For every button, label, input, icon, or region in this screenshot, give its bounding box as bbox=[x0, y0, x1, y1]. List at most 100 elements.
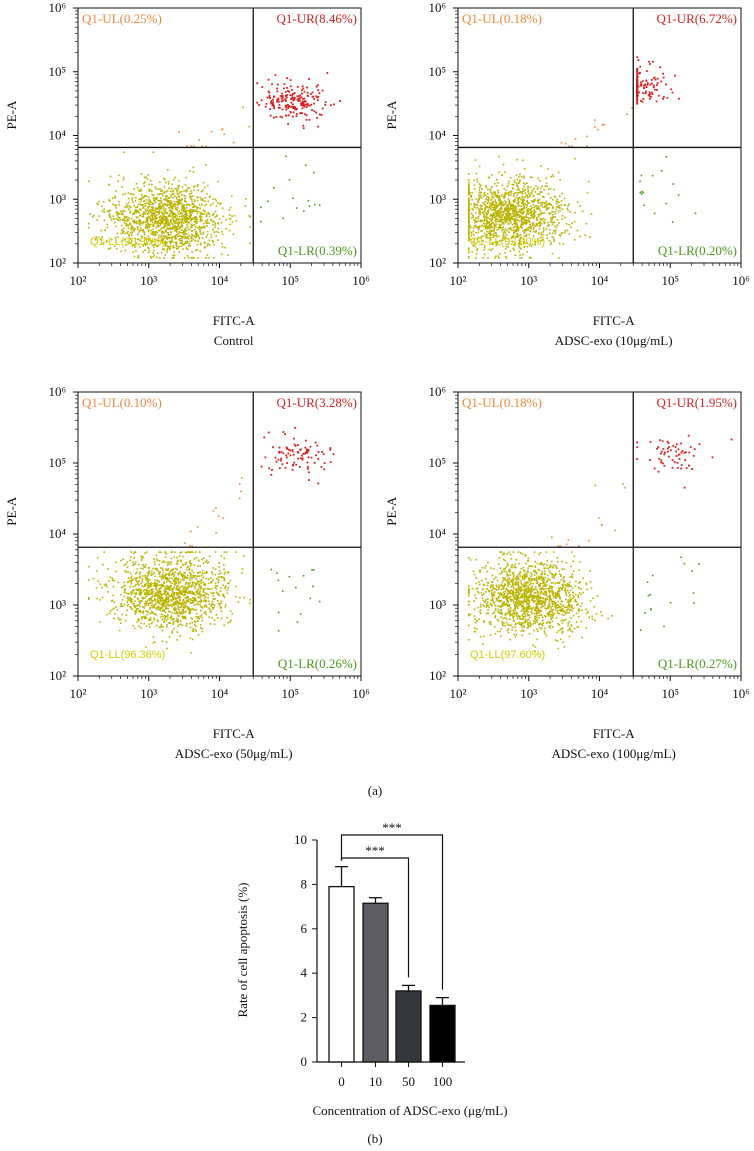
ll-event bbox=[176, 592, 179, 595]
ll-event bbox=[201, 578, 203, 581]
ll-event bbox=[491, 203, 493, 205]
ll-event bbox=[203, 226, 206, 229]
x-axis-title: FITC-A bbox=[593, 313, 636, 328]
ur-event bbox=[292, 93, 294, 95]
ll-event bbox=[469, 209, 471, 211]
ll-event bbox=[480, 197, 483, 199]
ll-event bbox=[210, 218, 213, 221]
ll-event bbox=[227, 571, 230, 573]
ul-event bbox=[190, 145, 192, 147]
ll-event bbox=[160, 211, 163, 214]
ll-event bbox=[148, 183, 151, 186]
ll-event bbox=[503, 194, 506, 196]
ll-event bbox=[136, 582, 139, 585]
ll-event bbox=[480, 230, 482, 233]
ll-event bbox=[202, 199, 204, 202]
ll-event bbox=[525, 228, 528, 230]
ll-event bbox=[177, 223, 180, 226]
ll-event bbox=[210, 233, 212, 236]
ll-event bbox=[122, 558, 124, 560]
ur-event bbox=[656, 82, 659, 84]
ll-event bbox=[208, 578, 210, 581]
ll-event bbox=[191, 203, 193, 205]
ll-event bbox=[161, 640, 164, 642]
ll-event bbox=[168, 610, 170, 613]
ll-event bbox=[515, 206, 517, 209]
ll-event bbox=[516, 182, 518, 185]
ll-event bbox=[177, 580, 180, 583]
ll-event bbox=[146, 220, 149, 222]
ll-event bbox=[184, 219, 186, 222]
ll-event bbox=[161, 607, 163, 609]
ll-event bbox=[137, 189, 140, 192]
ll-event bbox=[106, 585, 108, 588]
ll-event bbox=[544, 206, 546, 208]
ll-event bbox=[147, 604, 150, 607]
ll-event bbox=[214, 224, 217, 226]
ll-event bbox=[504, 208, 507, 211]
ll-event bbox=[164, 235, 166, 237]
ll-event bbox=[184, 235, 187, 238]
ur-event bbox=[649, 97, 651, 100]
ll-event bbox=[216, 616, 219, 619]
ll-event bbox=[498, 196, 500, 199]
ll-event bbox=[156, 210, 158, 213]
ll-event bbox=[200, 627, 202, 629]
ll-event bbox=[159, 207, 161, 209]
ur-event bbox=[316, 96, 319, 99]
ll-event bbox=[543, 201, 545, 204]
ll-event bbox=[129, 572, 132, 575]
ll-event bbox=[176, 586, 178, 589]
ll-event bbox=[181, 593, 183, 596]
ll-event bbox=[183, 190, 185, 192]
ll-event bbox=[498, 253, 501, 255]
ll-event bbox=[480, 191, 483, 194]
ur-event bbox=[275, 460, 278, 463]
ll-event bbox=[167, 585, 169, 588]
ll-event bbox=[229, 621, 231, 623]
ur-event bbox=[317, 482, 320, 485]
ll-event bbox=[177, 588, 179, 591]
ll-event bbox=[493, 227, 496, 230]
ll-event bbox=[145, 209, 148, 212]
ll-event bbox=[533, 200, 536, 203]
ll-event bbox=[504, 251, 506, 254]
lr-event bbox=[311, 569, 313, 571]
x-tick-label: 10⁶ bbox=[732, 273, 750, 288]
ll-event bbox=[519, 210, 521, 213]
ll-event bbox=[548, 207, 550, 209]
ll-event bbox=[532, 215, 534, 218]
ll-event bbox=[137, 618, 140, 620]
ll-event bbox=[177, 235, 179, 238]
ll-event bbox=[172, 591, 175, 594]
ll-event bbox=[479, 219, 482, 221]
ll-event bbox=[204, 604, 207, 607]
ll-event bbox=[167, 579, 170, 582]
ll-event bbox=[192, 571, 195, 574]
ll-event bbox=[175, 598, 177, 600]
ll-event bbox=[214, 573, 217, 576]
ll-event bbox=[129, 193, 132, 195]
ur-event bbox=[272, 101, 274, 104]
ll-event bbox=[152, 256, 154, 258]
ur-event bbox=[302, 452, 305, 455]
ur-event bbox=[280, 100, 283, 103]
ur-event bbox=[292, 106, 295, 108]
ll-event bbox=[138, 584, 140, 586]
ll-event bbox=[472, 230, 475, 233]
ll-event bbox=[554, 229, 557, 232]
ll-event bbox=[144, 243, 146, 245]
ll-event bbox=[161, 567, 164, 570]
ll-event bbox=[521, 227, 523, 229]
ll-event bbox=[214, 226, 216, 229]
ll-event bbox=[479, 213, 481, 216]
ll-event bbox=[475, 226, 478, 228]
ur-event bbox=[305, 114, 308, 117]
ll-event bbox=[123, 215, 126, 218]
ll-event bbox=[186, 226, 189, 228]
ll-event bbox=[171, 569, 174, 572]
ll-event bbox=[235, 220, 238, 222]
ll-event bbox=[190, 190, 192, 192]
ll-event bbox=[103, 211, 105, 213]
ll-event bbox=[167, 596, 170, 599]
